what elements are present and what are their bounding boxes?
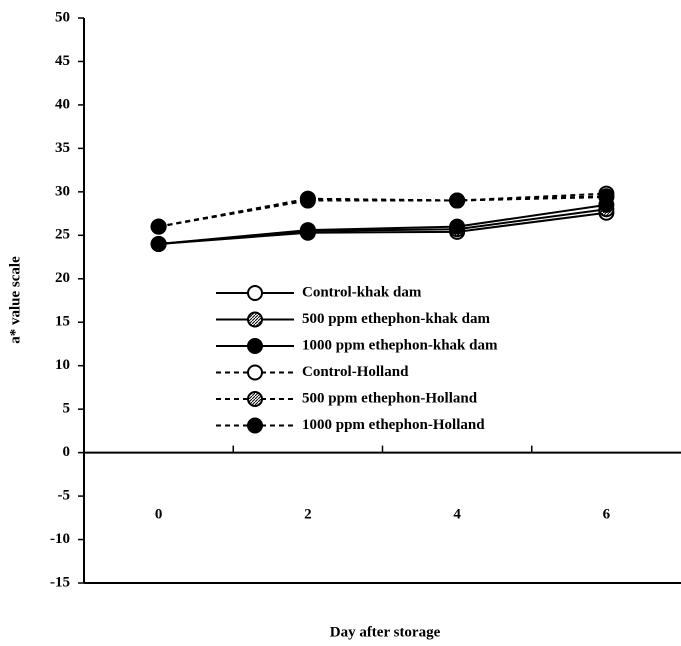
y-tick-label: 40 <box>55 96 70 112</box>
legend-marker <box>248 339 262 353</box>
y-tick-label: 50 <box>55 9 70 25</box>
y-tick-label: 5 <box>63 401 71 417</box>
y-tick-label: 20 <box>55 270 70 286</box>
series-line <box>159 205 607 244</box>
legend-label: 500 ppm ethephon-khak dam <box>302 311 490 327</box>
data-point <box>152 220 166 234</box>
y-tick-label: -15 <box>50 574 70 590</box>
data-point <box>152 237 166 251</box>
legend-marker <box>248 366 262 380</box>
y-tick-label: 35 <box>55 140 70 156</box>
data-point <box>301 192 315 206</box>
y-tick-label: -5 <box>58 488 71 504</box>
data-point <box>450 220 464 234</box>
legend-marker <box>248 419 262 433</box>
x-tick-label: 2 <box>304 506 312 522</box>
legend-label: Control-khak dam <box>302 284 422 300</box>
y-tick-label: 10 <box>55 357 70 373</box>
x-tick-label: 0 <box>155 506 163 522</box>
y-tick-label: 45 <box>55 53 70 69</box>
data-point <box>450 194 464 208</box>
chart: a* value scale Day after storage -15 -10 -… <box>0 0 681 646</box>
y-tick-label: 15 <box>55 314 70 330</box>
y-tick-label: 30 <box>55 183 70 199</box>
x-tick-label: 6 <box>603 506 611 522</box>
y-axis-label: a* value scale <box>7 256 23 344</box>
legend-marker <box>248 392 262 406</box>
y-tick-label: 25 <box>55 227 70 243</box>
data-point <box>301 223 315 237</box>
legend-label: 1000 ppm ethephon-khak dam <box>302 337 498 353</box>
legend-label: 500 ppm ethephon-Holland <box>302 390 478 406</box>
x-tick-label: 4 <box>453 506 461 522</box>
y-tick-label: 0 <box>63 444 71 460</box>
legend-label: Control-Holland <box>302 364 409 380</box>
legend-label: 1000 ppm ethephon-Holland <box>302 417 485 433</box>
y-tick-label: -10 <box>50 531 70 547</box>
data-point <box>599 190 613 204</box>
legend-marker <box>248 313 262 327</box>
legend-marker <box>248 286 262 300</box>
x-axis-label: Day after storage <box>330 624 441 640</box>
